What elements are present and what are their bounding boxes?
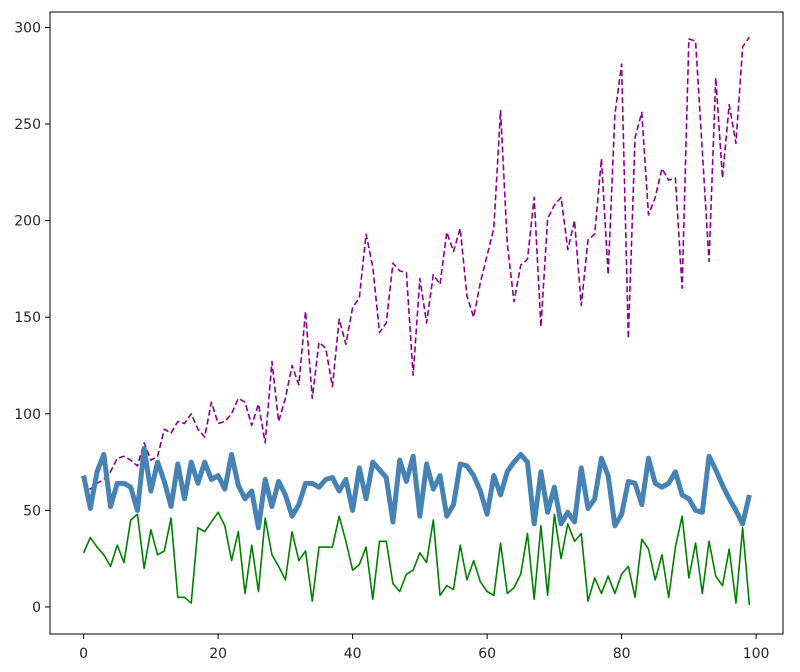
series-line-3 (82, 511, 751, 606)
x-axis: 0 20 40 60 80 100 (79, 634, 769, 662)
y-axis: 0 50 100 150 200 250 300 (14, 20, 50, 616)
x-tick-label: 60 (478, 646, 496, 662)
x-tick-label: 0 (79, 646, 88, 662)
y-tick-label: 300 (14, 20, 41, 36)
x-tick-label: 40 (344, 646, 362, 662)
series-line-1 (83, 36, 751, 490)
plot-frame (49, 11, 784, 635)
x-tick-label: 80 (613, 646, 631, 662)
y-tick-label: 200 (14, 214, 41, 230)
y-tick-label: 150 (14, 310, 41, 326)
y-tick-label: 250 (14, 117, 41, 133)
y-tick-label: 100 (14, 407, 41, 423)
series-layer (81, 36, 752, 606)
y-tick-label: 50 (23, 503, 41, 519)
y-tick-label: 0 (32, 600, 41, 616)
x-tick-label: 20 (209, 646, 227, 662)
series-line-2 (81, 446, 752, 531)
x-tick-label: 100 (743, 646, 770, 662)
